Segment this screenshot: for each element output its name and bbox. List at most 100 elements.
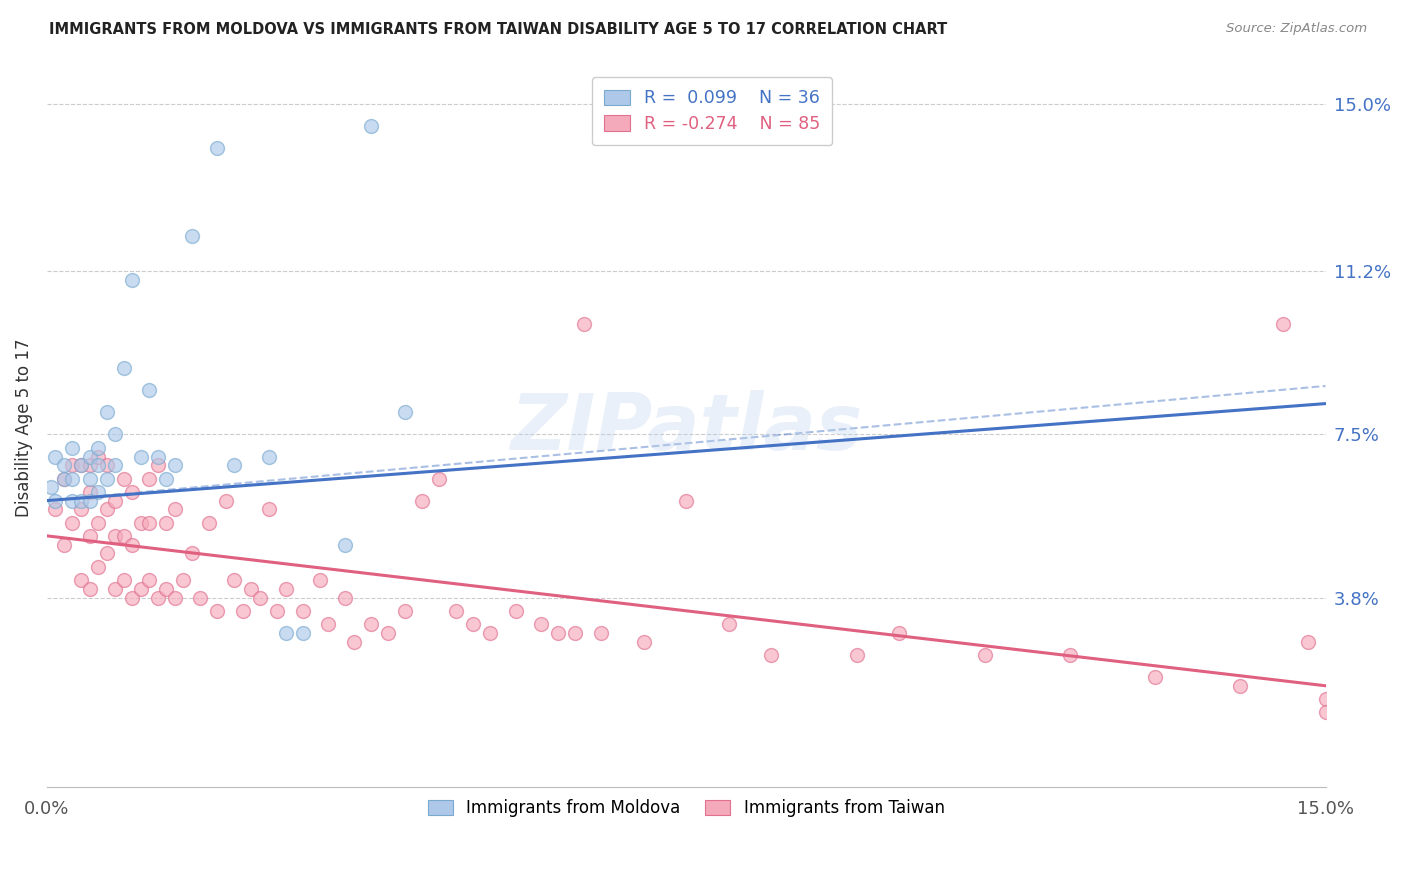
Point	[70, 502, 93, 516]
Point	[121, 591, 143, 605]
Point	[96, 502, 118, 516]
Point	[675, 493, 697, 508]
Point	[274, 582, 297, 596]
Point	[461, 617, 484, 632]
Point	[394, 405, 416, 419]
Point	[547, 625, 569, 640]
Point	[112, 361, 135, 376]
Point	[291, 625, 314, 640]
Point	[335, 538, 357, 552]
Point	[505, 604, 527, 618]
Point	[112, 573, 135, 587]
Point	[104, 529, 127, 543]
Point	[973, 648, 995, 662]
Point	[360, 617, 382, 632]
Point	[444, 604, 467, 618]
Point	[1144, 670, 1167, 684]
Point	[207, 604, 229, 618]
Point	[138, 471, 160, 485]
Point	[44, 502, 66, 516]
Point	[62, 516, 84, 530]
Point	[79, 458, 101, 473]
Y-axis label: Disability Age 5 to 17: Disability Age 5 to 17	[15, 339, 32, 517]
Point	[70, 493, 93, 508]
Point	[87, 559, 110, 574]
Point	[121, 273, 143, 287]
Point	[146, 458, 169, 473]
Point	[1315, 705, 1337, 719]
Point	[343, 634, 366, 648]
Point	[188, 591, 211, 605]
Point	[717, 617, 740, 632]
Point	[198, 516, 221, 530]
Point	[1271, 317, 1294, 331]
Point	[146, 591, 169, 605]
Point	[572, 317, 595, 331]
Text: Source: ZipAtlas.com: Source: ZipAtlas.com	[1226, 22, 1367, 36]
Point	[112, 471, 135, 485]
Point	[335, 591, 357, 605]
Point	[104, 582, 127, 596]
Point	[96, 547, 118, 561]
Point	[394, 604, 416, 618]
Point	[87, 441, 110, 455]
Point	[146, 450, 169, 464]
Point	[129, 450, 152, 464]
Point	[96, 405, 118, 419]
Point	[87, 450, 110, 464]
Point	[257, 502, 280, 516]
Point	[308, 573, 330, 587]
Point	[360, 119, 382, 133]
Text: ZIPatlas: ZIPatlas	[510, 390, 862, 466]
Point	[530, 617, 553, 632]
Point	[52, 538, 75, 552]
Point	[155, 582, 177, 596]
Point	[1298, 634, 1320, 648]
Point	[163, 591, 186, 605]
Point	[52, 458, 75, 473]
Point	[155, 516, 177, 530]
Point	[138, 516, 160, 530]
Point	[52, 471, 75, 485]
Point	[1229, 679, 1251, 693]
Point	[104, 493, 127, 508]
Point	[39, 480, 62, 494]
Point	[62, 493, 84, 508]
Point	[155, 471, 177, 485]
Point	[44, 493, 66, 508]
Point	[70, 458, 93, 473]
Text: IMMIGRANTS FROM MOLDOVA VS IMMIGRANTS FROM TAIWAN DISABILITY AGE 5 TO 17 CORRELA: IMMIGRANTS FROM MOLDOVA VS IMMIGRANTS FR…	[49, 22, 948, 37]
Point	[138, 573, 160, 587]
Point	[87, 516, 110, 530]
Point	[129, 582, 152, 596]
Point	[79, 493, 101, 508]
Point	[62, 441, 84, 455]
Point	[172, 573, 194, 587]
Point	[761, 648, 783, 662]
Point	[266, 604, 288, 618]
Point	[274, 625, 297, 640]
Point	[70, 573, 93, 587]
Point	[96, 458, 118, 473]
Point	[180, 547, 202, 561]
Point	[564, 625, 586, 640]
Point	[1323, 679, 1346, 693]
Point	[215, 493, 238, 508]
Point	[62, 458, 84, 473]
Point	[44, 450, 66, 464]
Point	[96, 471, 118, 485]
Point	[104, 458, 127, 473]
Point	[633, 634, 655, 648]
Point	[163, 502, 186, 516]
Point	[52, 471, 75, 485]
Point	[79, 484, 101, 499]
Point	[79, 471, 101, 485]
Point	[889, 625, 911, 640]
Legend: Immigrants from Moldova, Immigrants from Taiwan: Immigrants from Moldova, Immigrants from…	[419, 791, 953, 826]
Point	[1059, 648, 1081, 662]
Point	[180, 229, 202, 244]
Point	[87, 458, 110, 473]
Point	[224, 573, 246, 587]
Point	[104, 427, 127, 442]
Point	[62, 471, 84, 485]
